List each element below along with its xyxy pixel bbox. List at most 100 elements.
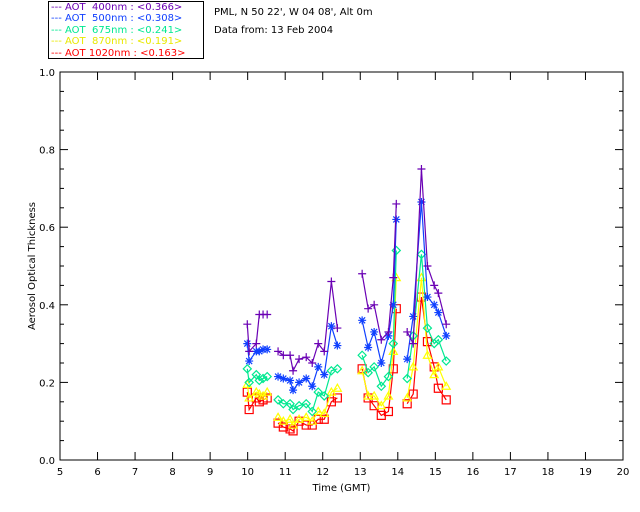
data-point-400: [370, 300, 379, 309]
data-point-400: [320, 347, 329, 356]
data-point-1020: [244, 404, 254, 415]
data-point-1020: [332, 393, 342, 403]
series-line-870: [406, 277, 447, 399]
data-point-1020: [307, 420, 317, 430]
data-point-500: [430, 300, 439, 309]
data-point-870: [376, 400, 387, 410]
data-point-870: [433, 361, 444, 371]
data-point-675: [307, 406, 318, 417]
data-point-870: [307, 415, 318, 425]
x-tick-label: 7: [132, 467, 138, 478]
data-point-675: [402, 373, 413, 384]
data-point-675: [332, 363, 343, 374]
series-line-675: [361, 250, 397, 388]
data-point-400: [434, 289, 443, 298]
data-point-400: [442, 320, 451, 329]
data-point-400: [409, 339, 418, 348]
data-point-1020: [402, 399, 412, 409]
data-point-1020: [441, 395, 451, 405]
x-tick-label: 12: [316, 467, 329, 478]
data-point-870: [369, 390, 380, 400]
data-point-500: [295, 378, 304, 387]
data-point-870: [254, 388, 265, 398]
data-point-400: [417, 165, 426, 173]
x-tick-label: 20: [617, 467, 630, 478]
series-line-1020: [361, 308, 397, 417]
data-point-500: [423, 293, 432, 302]
data-point-675: [433, 334, 444, 345]
data-point-870: [441, 381, 452, 390]
x-tick-label: 15: [429, 467, 442, 478]
data-point-1020: [376, 410, 386, 420]
data-point-500: [245, 357, 254, 366]
data-point-870: [319, 408, 330, 418]
y-tick-label: 0.2: [39, 378, 55, 389]
data-point-870: [357, 365, 368, 375]
data-point-675: [258, 373, 268, 384]
data-point-675: [369, 362, 380, 372]
data-point-400: [289, 366, 298, 375]
data-point-400: [243, 320, 252, 329]
x-axis-label: Time (GMT): [312, 483, 371, 494]
x-tick-label: 13: [354, 467, 367, 478]
data-point-675: [383, 371, 394, 382]
series-line-1020: [406, 296, 447, 405]
data-point-675: [273, 395, 283, 405]
data-point-870: [285, 414, 296, 423]
legend-entry-1020: --- AOT 1020nm : <0.163>: [51, 47, 186, 59]
data-point-400: [286, 351, 295, 360]
data-point-675: [363, 367, 373, 378]
data-point-870: [408, 361, 419, 371]
legend-entry-675: --- AOT 675nm : <0.241>: [51, 24, 183, 36]
data-point-675: [244, 377, 255, 388]
x-tick-label: 16: [466, 467, 479, 478]
data-point-500: [274, 372, 283, 381]
data-point-675: [278, 398, 289, 409]
data-point-400: [245, 347, 254, 356]
data-point-400: [403, 327, 412, 336]
data-point-1020: [369, 401, 379, 411]
data-point-400: [364, 304, 373, 313]
y-tick-label: 0.6: [39, 223, 55, 234]
series-line-870: [361, 277, 397, 407]
data-point-1020: [258, 395, 268, 405]
data-point-500: [358, 316, 367, 325]
data-point-500: [255, 347, 264, 356]
data-point-500: [389, 300, 398, 309]
data-point-675: [357, 350, 367, 361]
data-point-675: [242, 363, 253, 374]
data-point-400: [377, 335, 386, 344]
x-tick-label: 8: [169, 467, 175, 478]
x-tick-label: 17: [504, 467, 517, 478]
legend-entry-870: --- AOT 870nm : <0.191>: [51, 36, 183, 48]
data-point-400: [358, 269, 367, 278]
data-point-1020: [319, 414, 329, 424]
data-point-400: [274, 347, 283, 356]
data-point-400: [384, 327, 393, 336]
data-point-500: [308, 382, 317, 391]
legend-entry-500: --- AOT 500nm : <0.308>: [51, 13, 183, 25]
data-point-1020: [383, 406, 394, 417]
data-point-675: [288, 404, 298, 415]
data-point-400: [389, 273, 398, 282]
data-point-400: [314, 339, 323, 348]
y-tick-label: 0.0: [39, 456, 55, 467]
data-point-1020: [429, 362, 439, 372]
data-point-500: [263, 345, 272, 354]
data-point-400: [308, 359, 317, 367]
date-info: Data from: 13 Feb 2004: [214, 25, 334, 36]
data-point-400: [279, 351, 288, 360]
data-point-500: [279, 374, 288, 383]
data-point-870: [388, 346, 399, 355]
x-tick-label: 9: [207, 467, 213, 478]
data-point-400: [423, 262, 432, 270]
x-tick-label: 18: [542, 467, 555, 478]
data-point-500: [314, 362, 323, 371]
data-point-400: [327, 277, 336, 286]
data-point-1020: [408, 389, 418, 399]
data-point-675: [319, 391, 330, 401]
data-point-500: [442, 331, 451, 340]
x-tick-label: 19: [579, 467, 592, 478]
data-point-870: [332, 383, 343, 392]
data-point-500: [409, 312, 418, 321]
